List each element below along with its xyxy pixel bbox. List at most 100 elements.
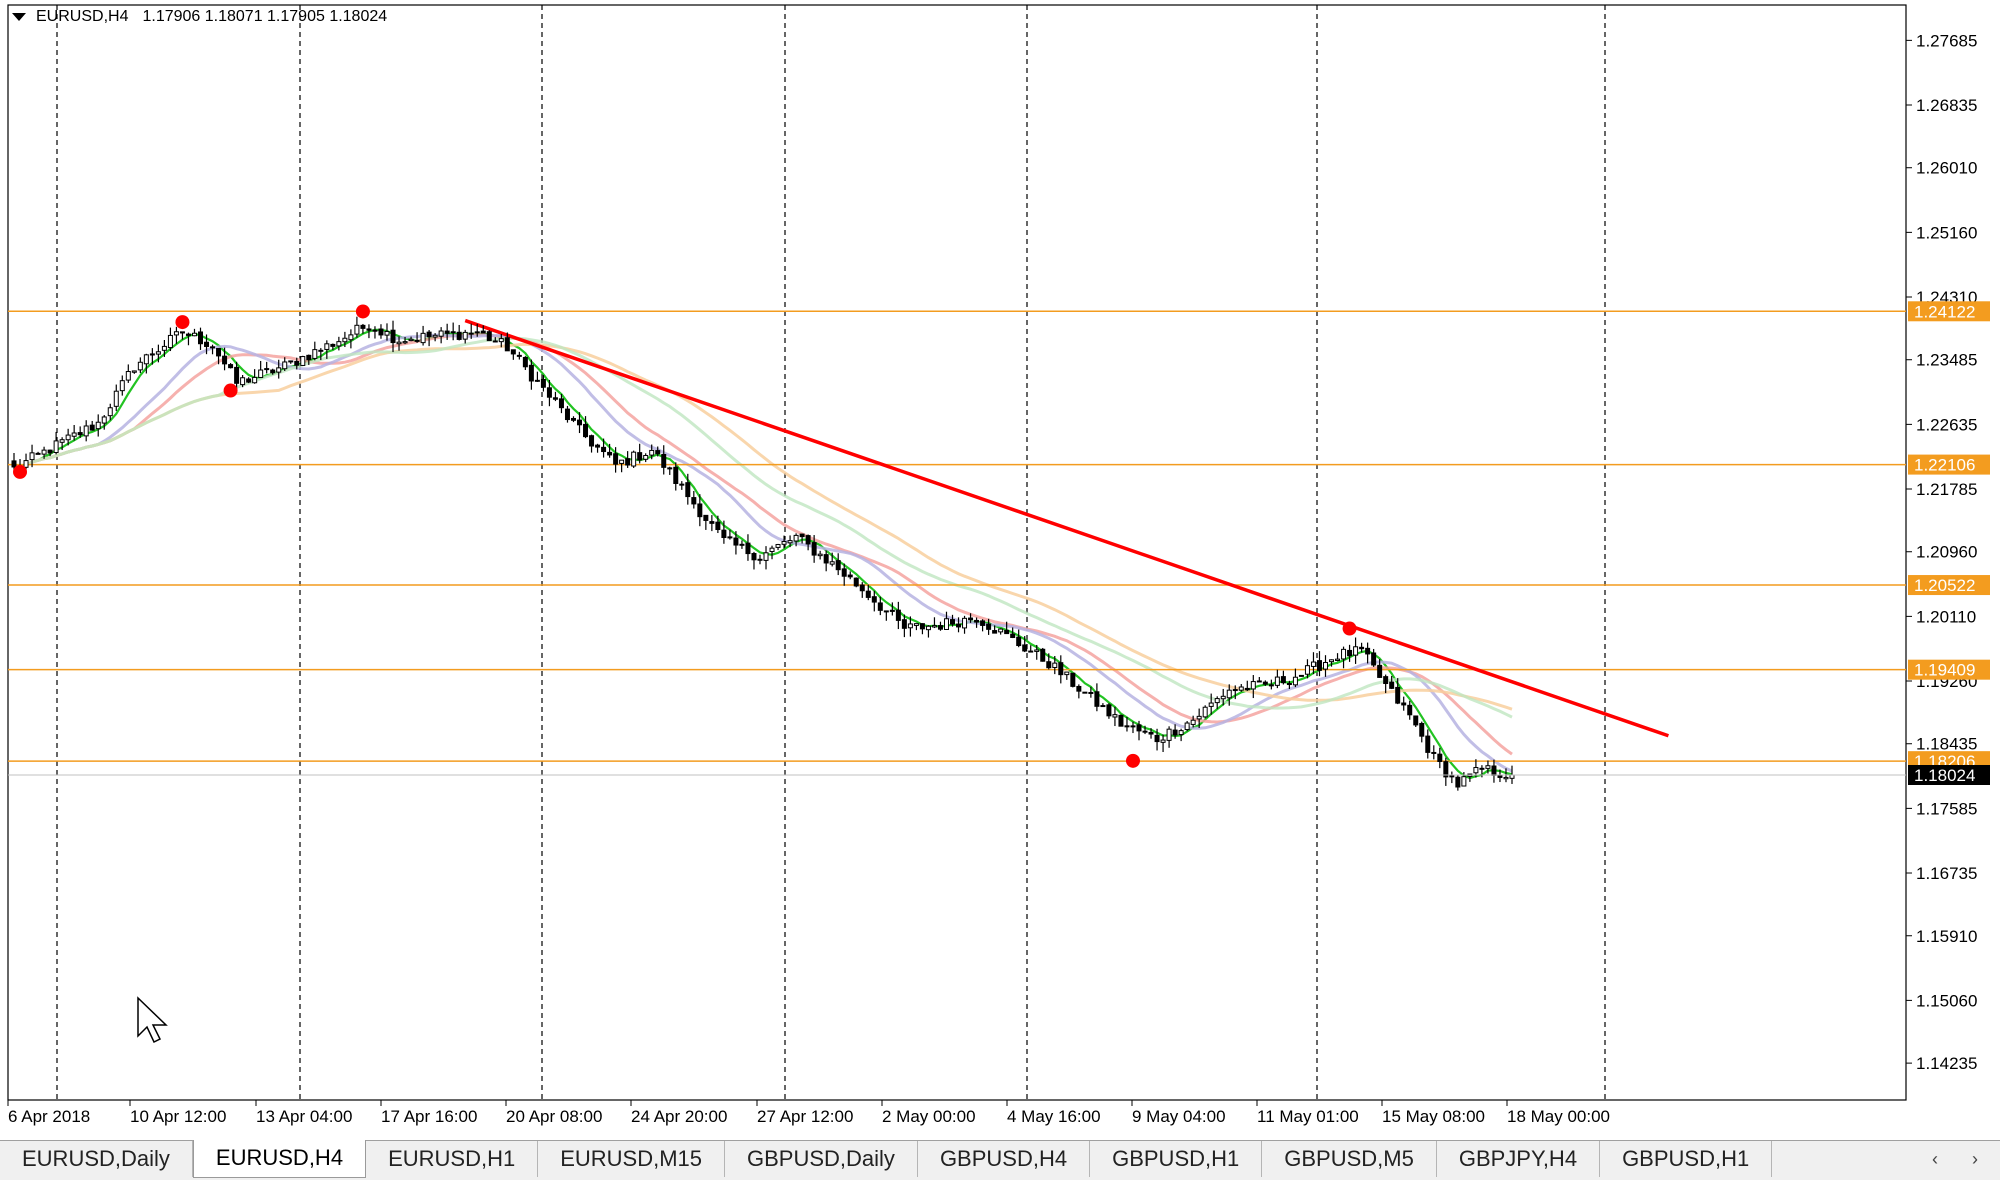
candle bbox=[667, 466, 673, 475]
candle bbox=[414, 332, 420, 343]
candle bbox=[1172, 724, 1178, 739]
candle bbox=[968, 613, 974, 623]
y-tick-label: 1.15910 bbox=[1916, 927, 1977, 946]
tab-gbpusd-m5[interactable]: GBPUSD,M5 bbox=[1262, 1141, 1437, 1177]
dropdown-triangle-icon[interactable] bbox=[12, 13, 26, 21]
candle bbox=[372, 326, 378, 339]
candle bbox=[378, 324, 384, 339]
swing-point-icon bbox=[1342, 621, 1357, 636]
candle bbox=[1407, 700, 1413, 720]
candle bbox=[11, 452, 17, 470]
candle bbox=[847, 571, 853, 580]
candle bbox=[264, 361, 270, 374]
candle bbox=[637, 443, 643, 464]
candle bbox=[1359, 642, 1365, 653]
y-tick-label: 1.21785 bbox=[1916, 480, 1977, 499]
candle bbox=[1046, 653, 1052, 670]
candle bbox=[1256, 677, 1262, 683]
candle bbox=[258, 360, 264, 379]
candle bbox=[246, 377, 252, 384]
candle bbox=[390, 320, 396, 353]
tab-gbpusd-daily[interactable]: GBPUSD,Daily bbox=[725, 1141, 918, 1177]
candle bbox=[23, 453, 29, 470]
candle bbox=[787, 535, 793, 548]
candle bbox=[1106, 703, 1112, 719]
candle bbox=[1076, 684, 1082, 699]
candle bbox=[348, 329, 354, 349]
candle bbox=[1184, 721, 1190, 732]
candle bbox=[1329, 659, 1335, 667]
candle bbox=[1100, 703, 1106, 708]
candle bbox=[986, 618, 992, 635]
candle bbox=[1064, 671, 1070, 680]
candle bbox=[962, 615, 968, 634]
candle bbox=[95, 414, 101, 437]
y-tick-label: 1.16735 bbox=[1916, 864, 1977, 883]
tab-eurusd-daily[interactable]: EURUSD,Daily bbox=[0, 1141, 193, 1177]
candle bbox=[907, 616, 913, 637]
candle bbox=[143, 353, 149, 374]
tab-scroll-right-icon[interactable]: › bbox=[1972, 1149, 1978, 1169]
candle bbox=[733, 531, 739, 555]
candle bbox=[1154, 728, 1160, 751]
candle bbox=[1292, 668, 1298, 688]
candle bbox=[1455, 775, 1461, 791]
candle bbox=[101, 415, 107, 430]
tab-eurusd-h4[interactable]: EURUSD,H4 bbox=[192, 1140, 367, 1178]
symbol-label: EURUSD,H4 bbox=[36, 8, 129, 25]
candle bbox=[1178, 728, 1184, 742]
svg-text:1.24122: 1.24122 bbox=[1914, 302, 1975, 321]
candle bbox=[721, 520, 727, 544]
tab-eurusd-m15[interactable]: EURUSD,M15 bbox=[538, 1141, 726, 1177]
candle bbox=[1052, 655, 1058, 675]
candle bbox=[354, 316, 360, 338]
candle bbox=[1070, 672, 1076, 688]
candle bbox=[558, 393, 564, 414]
y-tick-label: 1.22635 bbox=[1916, 415, 1977, 434]
swing-point-icon bbox=[175, 315, 190, 330]
candle bbox=[1353, 637, 1359, 664]
y-tick-label: 1.17585 bbox=[1916, 799, 1977, 818]
candle bbox=[877, 596, 883, 616]
candle bbox=[589, 434, 595, 453]
tab-gbpusd-h4[interactable]: GBPUSD,H4 bbox=[918, 1141, 1091, 1177]
candle bbox=[185, 332, 191, 346]
candle bbox=[643, 453, 649, 463]
candle bbox=[649, 444, 655, 460]
candle bbox=[1377, 659, 1383, 678]
chart-tab-bar: EURUSD,Daily EURUSD,H4 EURUSD,H1 EURUSD,M15… bbox=[0, 1140, 2000, 1180]
tab-eurusd-h1[interactable]: EURUSD,H1 bbox=[366, 1141, 539, 1177]
candle bbox=[895, 601, 901, 630]
candle bbox=[510, 349, 516, 360]
tab-scroll-left-icon[interactable]: ‹ bbox=[1932, 1149, 1938, 1169]
candle bbox=[1040, 647, 1046, 662]
candle bbox=[456, 324, 462, 341]
candle bbox=[1082, 691, 1088, 694]
candle bbox=[1310, 652, 1316, 675]
tab-gbpusd-h1[interactable]: GBPUSD,H1 bbox=[1600, 1141, 1773, 1177]
x-tick-label: 9 May 04:00 bbox=[1132, 1107, 1226, 1126]
candle bbox=[107, 403, 113, 421]
candle bbox=[252, 369, 258, 384]
candle bbox=[889, 602, 895, 616]
candle bbox=[1280, 670, 1286, 685]
candle bbox=[757, 554, 763, 565]
candle bbox=[1437, 747, 1443, 769]
candle bbox=[601, 438, 607, 458]
candle bbox=[564, 405, 570, 423]
candle bbox=[282, 357, 288, 371]
candle bbox=[312, 341, 318, 361]
candle bbox=[595, 443, 601, 453]
tab-gbpjpy-h4[interactable]: GBPJPY,H4 bbox=[1437, 1141, 1601, 1177]
x-tick-label: 24 Apr 20:00 bbox=[631, 1107, 727, 1126]
x-tick-label: 2 May 00:00 bbox=[882, 1107, 976, 1126]
tab-gbpusd-h1[interactable]: GBPUSD,H1 bbox=[1090, 1141, 1263, 1177]
candle bbox=[1323, 655, 1329, 677]
candle bbox=[540, 375, 546, 392]
candle bbox=[131, 370, 137, 374]
candle bbox=[1112, 706, 1118, 727]
chart-area[interactable]: 1.27685 1.26835 1.26010 1.25160 1.24310 1.234… bbox=[0, 0, 2000, 1140]
price-chart[interactable]: 1.276851.268351.260101.251601.243101.234… bbox=[0, 0, 2000, 1140]
x-tick-label: 13 Apr 04:00 bbox=[256, 1107, 352, 1126]
candle bbox=[577, 412, 583, 434]
